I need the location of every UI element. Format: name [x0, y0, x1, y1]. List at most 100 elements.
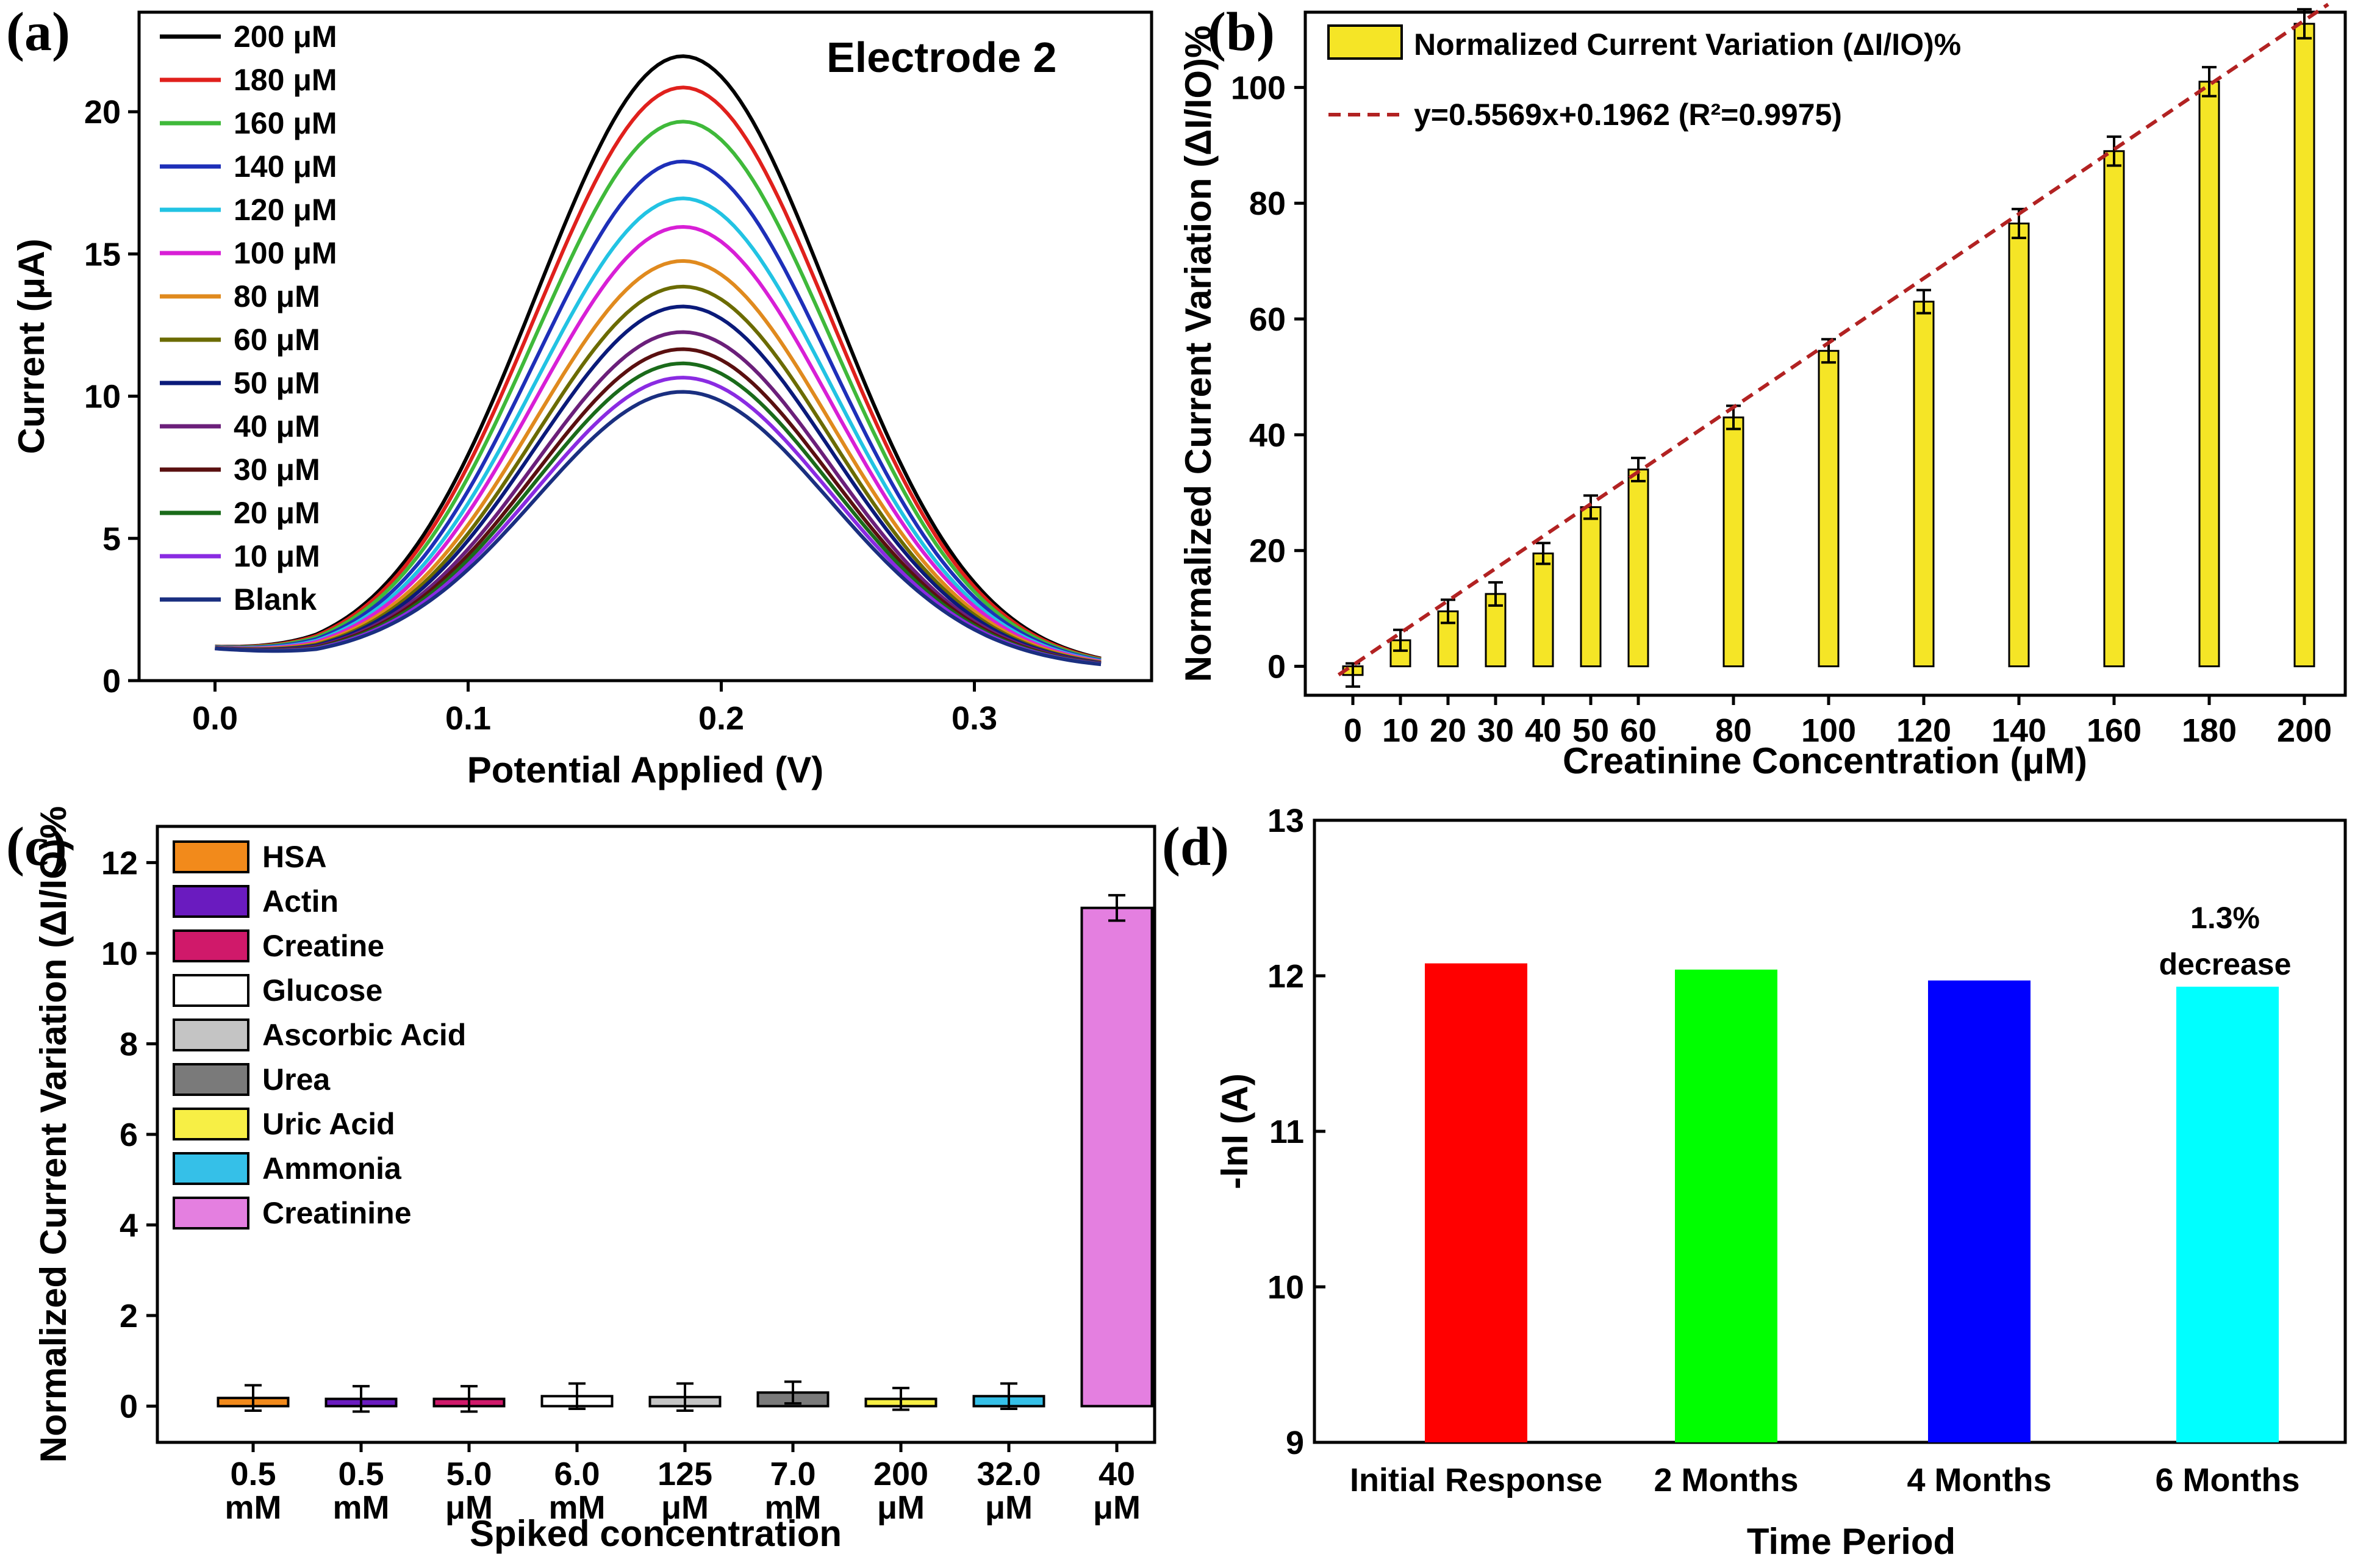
- d-x-tick-label-1: 2 Months: [1654, 1462, 1799, 1498]
- b-x-axis-label: Creatinine Concentration (μM): [1563, 740, 2087, 781]
- b-y-tick-label-2: 40: [1249, 417, 1286, 454]
- c-legend-label-3: Glucose: [262, 973, 382, 1008]
- a-curve-6: [215, 259, 1102, 664]
- c-x-tick-conc-2: 5.0: [446, 1456, 492, 1492]
- b-bar-10: [2008, 222, 2030, 668]
- a-legend-label-4: 120 μM: [234, 193, 337, 227]
- d-y-tick-label-4: 13: [1267, 803, 1304, 839]
- a-x-axis-label: Potential Applied (V): [467, 750, 823, 790]
- c-x-tick-conc-8: 40: [1099, 1456, 1135, 1492]
- b-bar-5: [1580, 506, 1602, 668]
- c-x-tick-unit-4: μM: [661, 1489, 709, 1526]
- c-legend-label-4: Ascorbic Acid: [262, 1018, 466, 1052]
- a-legend-label-3: 140 μM: [234, 149, 337, 184]
- d-annotation-decrease: decrease: [2159, 947, 2292, 981]
- b-x-tick-label-6: 60: [1620, 712, 1657, 749]
- a-legend-label-2: 160 μM: [234, 106, 337, 140]
- c-x-tick-conc-7: 32.0: [977, 1456, 1041, 1492]
- b-bar-9: [1913, 301, 1935, 668]
- a-y-tick-label-4: 20: [84, 94, 121, 131]
- a-legend-label-12: 10 μM: [234, 539, 320, 573]
- b-legend-label: Normalized Current Variation (ΔI/IO)%: [1414, 27, 1961, 62]
- a-legend-label-11: 20 μM: [234, 496, 320, 530]
- a-legend-label-9: 40 μM: [234, 409, 320, 443]
- c-y-axis-label: Normalized Current Variation (ΔI/IO)%: [33, 806, 74, 1463]
- d-annotation-percent: 1.3%: [2190, 901, 2260, 935]
- a-legend-label-5: 100 μM: [234, 236, 337, 270]
- b-fit-equation: y=0.5569x+0.1962 (R²=0.9975): [1414, 98, 1842, 132]
- a-legend-label-10: 30 μM: [234, 453, 320, 487]
- a-y-tick-label-0: 0: [102, 663, 121, 700]
- c-legend-swatch-8: [173, 1197, 249, 1230]
- d-y-tick-label-0: 9: [1286, 1425, 1304, 1461]
- b-x-tick-label-1: 10: [1382, 712, 1419, 749]
- c-x-axis-label: Spiked concentration: [470, 1513, 842, 1554]
- b-y-tick-label-0: 0: [1267, 649, 1286, 686]
- a-legend-label-6: 80 μM: [234, 279, 320, 313]
- c-legend-swatch-0: [173, 840, 249, 873]
- c-x-tick-unit-6: μM: [877, 1489, 925, 1526]
- b-plot-frame: [1303, 10, 2347, 697]
- d-x-tick-label-3: 6 Months: [2156, 1462, 2300, 1498]
- c-legend-swatch-6: [173, 1108, 249, 1140]
- a-curve-13: [215, 390, 1102, 667]
- d-bar-1: [1675, 969, 1777, 1442]
- c-legend: HSA Actin Creatine Glucose Ascorbic Acid Urea…: [173, 840, 466, 1230]
- c-bars: [217, 893, 1153, 1413]
- b-x-tick-label-4: 40: [1525, 712, 1561, 749]
- b-x-tick-label-12: 180: [2182, 712, 2237, 749]
- d-y-axis-label: -lnI (A): [1214, 1073, 1255, 1189]
- b-bar-8: [1818, 349, 1840, 668]
- panel-a-letter: (a): [6, 2, 70, 62]
- b-bar-6: [1627, 468, 1649, 668]
- a-legend-label-1: 180 μM: [234, 63, 337, 97]
- panel-c: (c) HSA Actin Creatine Glucose Ascorbic Acid…: [6, 806, 1156, 1554]
- c-legend-swatch-3: [173, 974, 249, 1007]
- d-y-tick-label-2: 11: [1269, 1114, 1304, 1150]
- c-y-tick-label-0: 0: [120, 1389, 138, 1425]
- d-bar-2: [1928, 980, 2031, 1442]
- b-x-tick-label-5: 50: [1572, 712, 1609, 749]
- a-legend-label-8: 50 μM: [234, 366, 320, 400]
- b-bar-13: [2293, 23, 2315, 668]
- c-x-tick-conc-5: 7.0: [770, 1456, 815, 1492]
- c-legend-swatch-4: [173, 1018, 249, 1051]
- c-x-tick-unit-3: mM: [549, 1489, 606, 1526]
- d-x-axis-label: Time Period: [1747, 1521, 1955, 1562]
- b-x-tick-label-9: 120: [1896, 712, 1951, 749]
- a-curve-0: [215, 54, 1102, 660]
- panel-b: (b) Normalized Current Variation (ΔI/IO)…: [1178, 2, 2347, 781]
- c-legend-swatch-5: [173, 1063, 249, 1096]
- c-x-tick-conc-0: 0.5: [230, 1456, 276, 1492]
- a-y-ticks: 0 5 10 15 20: [84, 94, 139, 700]
- b-bars: [1342, 8, 2315, 688]
- a-legend-label-13: Blank: [234, 582, 317, 617]
- a-x-tick-label-2: 0.2: [698, 700, 744, 737]
- a-x-tick-label-3: 0.3: [952, 700, 997, 737]
- d-bars: [1425, 963, 2279, 1442]
- c-x-tick-unit-5: mM: [765, 1489, 822, 1526]
- b-fit-line: [1337, 2, 2329, 677]
- b-y-ticks: 0 20 40 60 80 100: [1231, 70, 1305, 686]
- b-x-tick-label-11: 160: [2087, 712, 2142, 749]
- a-curves: [215, 54, 1102, 667]
- a-y-tick-label-3: 15: [84, 236, 121, 273]
- a-curve-1: [215, 85, 1102, 661]
- d-y-ticks: 9 10 11 12 13: [1267, 803, 1325, 1461]
- b-y-tick-label-4: 80: [1249, 185, 1286, 222]
- a-y-tick-label-2: 10: [84, 379, 121, 415]
- a-y-axis-label: Current (μA): [11, 238, 52, 454]
- c-legend-label-6: Uric Acid: [262, 1107, 395, 1141]
- c-y-tick-label-2: 4: [120, 1208, 138, 1244]
- a-legend: 200 μM 180 μM 160 μM 140 μM 120 μM 100 μM 80 μ…: [160, 20, 337, 617]
- a-curve-3: [215, 159, 1102, 662]
- b-x-tick-label-0: 0: [1344, 712, 1362, 749]
- c-legend-label-1: Actin: [262, 884, 339, 918]
- c-x-tick-conc-1: 0.5: [338, 1456, 384, 1492]
- c-x-tick-unit-1: mM: [333, 1489, 390, 1526]
- c-y-tick-label-5: 10: [101, 936, 138, 972]
- b-bar-7: [1722, 416, 1744, 668]
- c-bar-8: [1080, 906, 1153, 1408]
- c-x-tick-conc-3: 6.0: [554, 1456, 600, 1492]
- a-x-tick-label-0: 0.0: [192, 700, 238, 737]
